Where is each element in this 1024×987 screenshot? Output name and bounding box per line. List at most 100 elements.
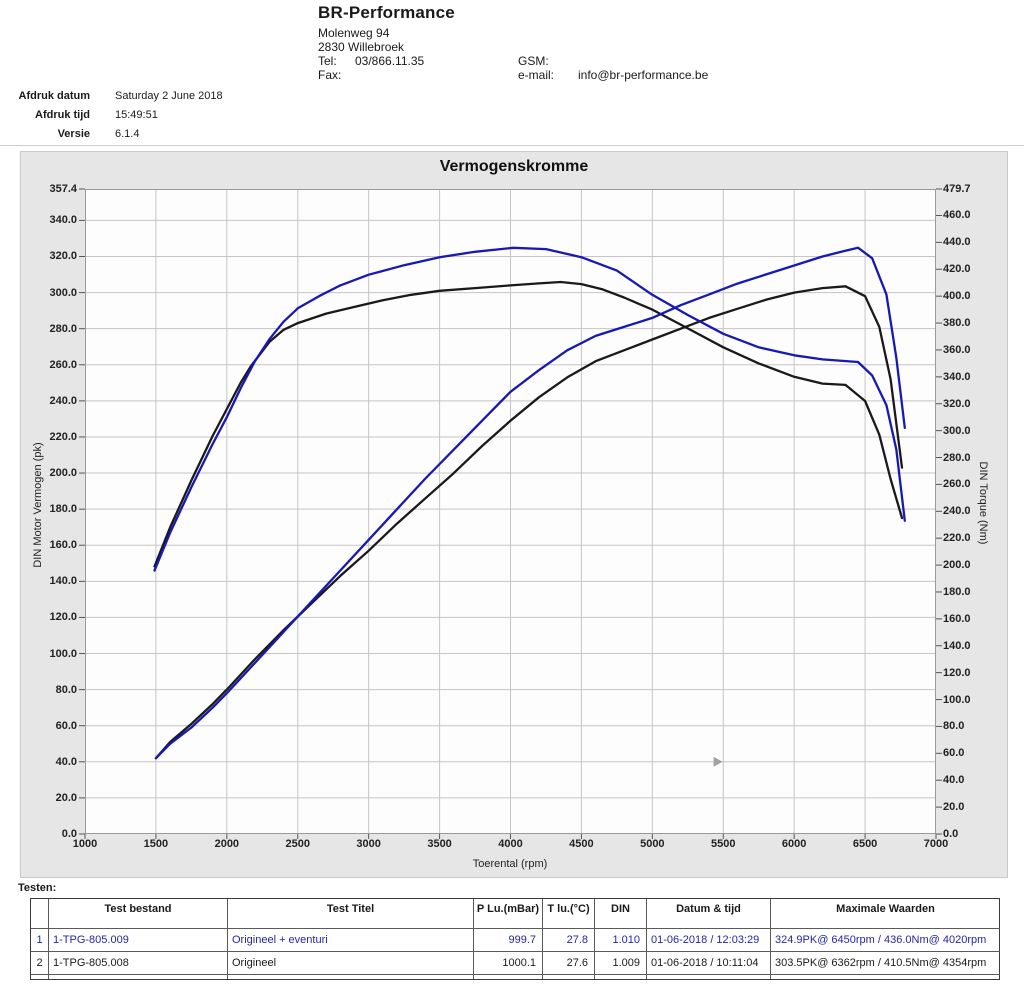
curve-power-run2 (154, 285, 904, 760)
y-right-tick-label: 100.0 (943, 693, 971, 706)
column-header-t_lu: T lu.(°C) (543, 899, 595, 929)
x-tick-label: 2500 (285, 838, 310, 850)
y-left-tick-label: 200.0 (49, 467, 77, 480)
table-row-2-t_lu: 27.6 (543, 952, 595, 975)
y-left-tick-label: 240.0 (49, 394, 77, 407)
y-right-tick-label: 140.0 (943, 639, 971, 652)
print-version-label: Versie (57, 128, 90, 140)
x-tick-label: 4500 (569, 838, 594, 850)
x-tick-label: 5000 (640, 838, 665, 850)
x-tick-label: 6000 (781, 838, 807, 850)
curve-power-run1 (154, 246, 906, 760)
table-row-1-t_lu: 27.8 (543, 929, 595, 952)
x-tick-label: 6500 (852, 838, 878, 850)
table-filler-cell (31, 975, 49, 979)
y-axis-right-title: DIN Torque (Nm) (977, 461, 989, 545)
print-time-value: 15:49:51 (115, 109, 158, 121)
table-row-1-title: Origineel + eventuri (228, 929, 474, 952)
y-right-tick-label: 400.0 (943, 290, 971, 303)
chart-title: Vermogenskromme (439, 158, 589, 175)
y-left-tick-label: 160.0 (49, 539, 77, 552)
column-header-num (31, 899, 49, 929)
y-right-tick-label: 340.0 (943, 370, 971, 383)
fax-label: Fax: (318, 68, 342, 82)
tests-section-label: Testen: (18, 882, 57, 894)
y-left-tick-label: 140.0 (49, 575, 77, 588)
curve-torque-run2 (153, 280, 904, 568)
print-date-value: Saturday 2 June 2018 (115, 90, 223, 102)
header-divider (0, 145, 1024, 146)
fax-row: Fax: (318, 68, 355, 82)
chart-panel: Vermogenskromme 357.4 340.0 320.0 300.0 280.… (20, 151, 1008, 878)
y-left-tick-label: 100.0 (49, 647, 77, 660)
column-header-datetime: Datum & tijd (647, 899, 771, 929)
y-left-tick-label: 60.0 (55, 719, 77, 732)
y-right-tick-label: 120.0 (943, 666, 971, 679)
table-row-2-title: Origineel (228, 952, 474, 975)
y-right-tick-label: 60.0 (943, 747, 965, 760)
y-left-tick-label: 40.0 (55, 755, 77, 768)
y-right-tick-label: 160.0 (943, 612, 971, 625)
x-tick-label: 3000 (356, 838, 381, 850)
print-time-label: Afdruk tijd (35, 109, 90, 121)
tests-table: Test bestand Test Titel P Lu.(mBar) T lu.(°… (30, 898, 1000, 980)
column-header-max: Maximale Waarden (771, 899, 1000, 929)
tel-label: Tel: (318, 54, 337, 68)
y-left-tick-label: 180.0 (49, 503, 77, 516)
y-left-tick-label: 300.0 (49, 286, 77, 299)
y-right-tick-label: 320.0 (943, 397, 971, 410)
email-row: e-mail: info@br-performance.be (518, 68, 708, 82)
print-version-row: Versie 6.1.4 (0, 128, 140, 140)
plot-border (85, 189, 936, 834)
table-row-2-din: 1.009 (595, 952, 647, 975)
y-right-tick-label: 420.0 (943, 263, 971, 276)
y-right-tick-label: 80.0 (943, 720, 965, 733)
y-left-tick-label: 120.0 (49, 611, 77, 624)
table-filler-cell (228, 975, 474, 979)
y-right-tick-label: 40.0 (943, 774, 965, 787)
table-row-1-p_lu: 999.7 (474, 929, 543, 952)
column-header-title: Test Titel (228, 899, 474, 929)
cursor-arrow (713, 756, 723, 767)
x-tick-label: 4000 (498, 838, 523, 850)
table-filler-cell (647, 975, 771, 979)
company-name: BR-Performance (318, 3, 455, 22)
column-header-file: Test bestand (49, 899, 228, 929)
table-row-1-datetime: 01-06-2018 / 12:03:29 (647, 929, 771, 952)
x-tick-label: 1000 (72, 838, 98, 850)
y-right-tick-label: 460.0 (943, 209, 971, 222)
print-date-row: Afdruk datum Saturday 2 June 2018 (0, 90, 223, 102)
table-row-2-datetime: 01-06-2018 / 10:11:04 (647, 952, 771, 975)
table-row-1-num: 1 (31, 929, 49, 952)
gsm-row: GSM: (518, 54, 578, 68)
email-value: info@br-performance.be (578, 68, 709, 82)
x-tick-label: 5500 (711, 838, 736, 850)
print-date-label: Afdruk datum (18, 90, 91, 102)
y-left-tick-label: 280.0 (49, 322, 77, 335)
x-tick-label: 7000 (923, 838, 949, 850)
y-left-tick-label: 320.0 (49, 250, 77, 263)
x-tick-label: 2000 (214, 838, 240, 850)
y-right-tick-label: 440.0 (943, 236, 971, 249)
y-right-tick-label: 360.0 (943, 343, 971, 356)
gsm-label: GSM: (518, 54, 549, 68)
x-axis-title: Toerental (rpm) (472, 858, 548, 870)
y-left-tick-label: 340.0 (49, 214, 77, 227)
table-row-2-p_lu: 1000.1 (474, 952, 543, 975)
table-row-2-file: 1-TPG-805.008 (49, 952, 228, 975)
y-left-tick-label: 357.4 (49, 183, 77, 195)
y-right-tick-label: 280.0 (943, 451, 971, 464)
y-right-tick-label: 260.0 (943, 478, 971, 491)
y-axis-left-title: DIN Motor Vermogen (pk) (32, 442, 44, 568)
y-left-tick-label: 260.0 (49, 358, 77, 371)
y-right-tick-label: 380.0 (943, 317, 971, 330)
curve-torque-run1 (153, 246, 906, 572)
x-tick-label: 1500 (143, 838, 169, 850)
y-right-tick-label: 220.0 (943, 532, 971, 545)
address-line-2: 2830 Willebroek (318, 40, 405, 54)
y-right-tick-label: 240.0 (943, 505, 971, 518)
table-row-1-din: 1.010 (595, 929, 647, 952)
table-filler-cell (595, 975, 647, 979)
y-left-tick-label: 80.0 (55, 683, 77, 696)
